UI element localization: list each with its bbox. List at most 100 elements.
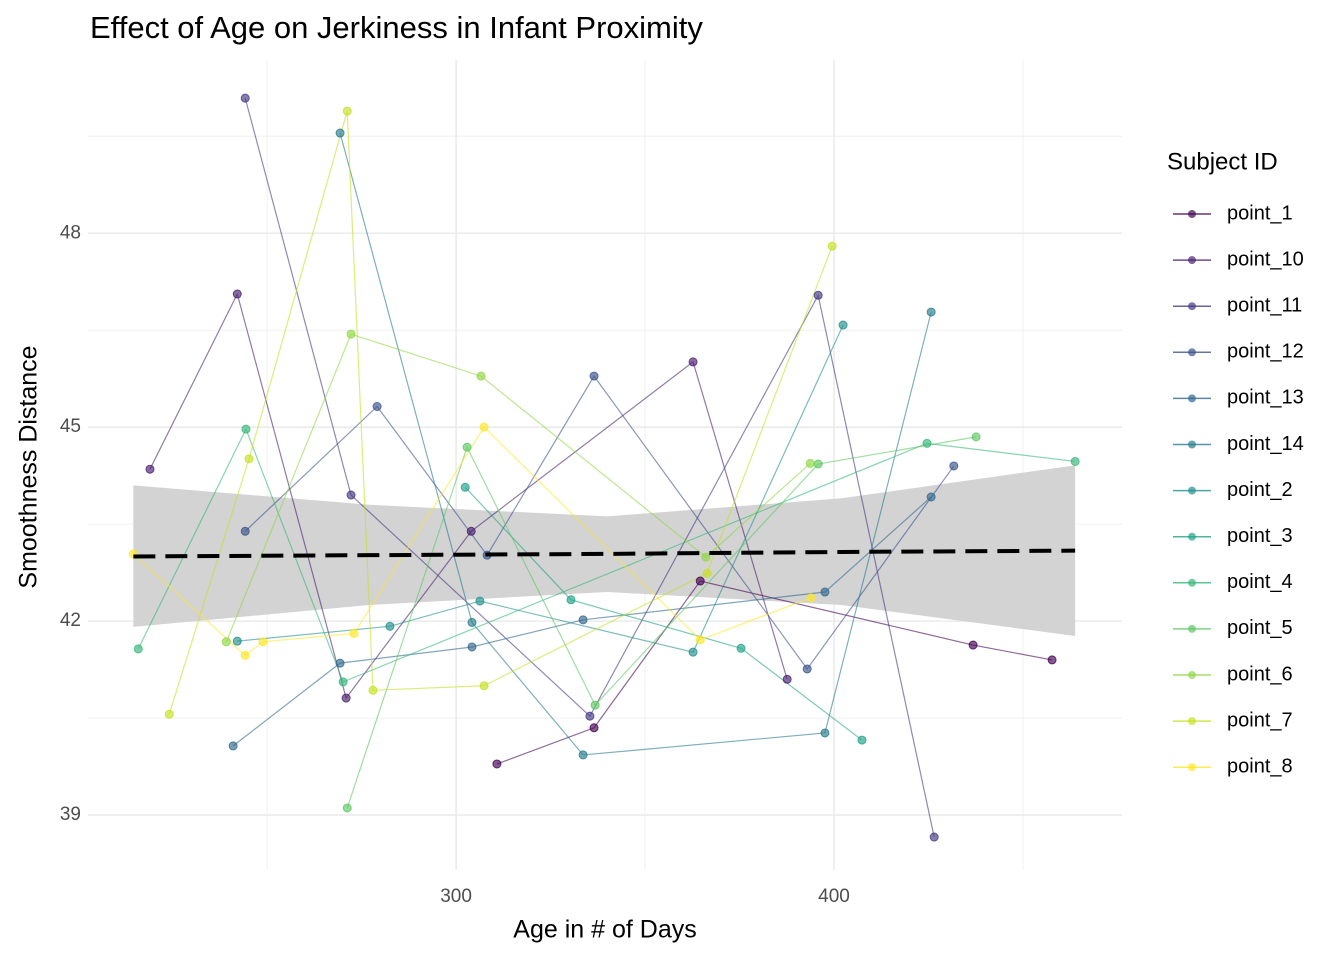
legend-dot [1188, 256, 1196, 265]
y-tick-label: 39 [60, 804, 81, 825]
legend-dot [1188, 394, 1196, 403]
data-point [335, 128, 345, 138]
data-point [145, 464, 155, 474]
data-point [926, 307, 936, 317]
data-point [232, 636, 242, 646]
data-point [701, 552, 711, 562]
legend-dot [1188, 624, 1196, 633]
data-point [244, 454, 254, 464]
data-point [164, 709, 174, 719]
data-point [338, 677, 348, 687]
x-tick-label: 400 [818, 886, 850, 907]
data-point [240, 650, 250, 660]
data-point [240, 526, 250, 536]
data-point [922, 438, 932, 448]
data-point [802, 664, 812, 674]
data-point [258, 637, 268, 647]
data-point [590, 700, 600, 710]
legend-dot [1188, 717, 1196, 726]
legend-label: point_13 [1227, 387, 1304, 409]
data-point [827, 241, 837, 251]
x-axis-label: Age in # of Days [513, 916, 696, 944]
legend-label: point_5 [1227, 617, 1293, 639]
data-point [695, 576, 705, 586]
legend-label: point_12 [1227, 341, 1304, 363]
data-point [372, 401, 382, 411]
legend-dot [1188, 532, 1196, 541]
legend-label: point_7 [1227, 709, 1293, 731]
data-point [385, 621, 395, 631]
legend-dot [1188, 210, 1196, 218]
data-point [479, 422, 489, 432]
series-line [464, 486, 863, 741]
legend-dot [1188, 302, 1196, 311]
data-point [240, 93, 250, 103]
y-tick-label: 48 [60, 222, 81, 243]
data-point [462, 442, 472, 452]
data-point [241, 424, 251, 434]
data-point [342, 106, 352, 116]
data-point [926, 492, 936, 502]
data-point [467, 642, 477, 652]
series-line [244, 97, 935, 838]
data-point [695, 635, 705, 645]
data-point [1070, 456, 1080, 466]
y-tick-label: 45 [60, 416, 81, 437]
legend-label: point_2 [1227, 479, 1293, 501]
x-tick-label: 300 [440, 886, 472, 907]
data-point [585, 711, 595, 721]
data-point [466, 526, 476, 536]
data-point [228, 741, 238, 751]
data-point [971, 432, 981, 442]
data-point [578, 615, 588, 625]
legend-dot [1188, 671, 1196, 679]
data-point [492, 759, 502, 769]
data-point [688, 357, 698, 367]
legend-label: point_1 [1227, 202, 1293, 224]
chart-title: Effect of Age on Jerkiness in Infant Pro… [90, 10, 703, 45]
data-point [349, 628, 359, 638]
legend-label: point_11 [1227, 294, 1302, 316]
series-line [346, 436, 977, 809]
legend-title: Subject ID [1167, 148, 1278, 175]
legend-dot [1188, 440, 1196, 449]
data-point [566, 595, 576, 605]
data-point [968, 640, 978, 650]
legend-label: point_10 [1227, 248, 1304, 270]
data-point [589, 723, 599, 733]
data-point [368, 685, 378, 695]
data-point [929, 832, 939, 842]
legend-label: point_14 [1227, 433, 1304, 455]
data-point [346, 490, 356, 500]
data-point [589, 371, 599, 381]
data-point [782, 674, 792, 684]
data-point [702, 568, 712, 578]
data-point [232, 289, 242, 299]
data-point [578, 750, 588, 760]
series-line [149, 292, 788, 700]
data-point [221, 637, 231, 647]
data-point [806, 593, 816, 603]
legend-dot [1188, 578, 1196, 587]
data-point [688, 647, 698, 657]
data-point [479, 681, 489, 691]
legend-label: point_3 [1227, 525, 1293, 547]
data-point [476, 371, 486, 381]
data-point [949, 461, 959, 471]
data-point [133, 644, 143, 654]
data-point [857, 735, 867, 745]
data-point [467, 617, 477, 627]
legend-dot [1188, 486, 1196, 495]
data-point [335, 658, 345, 668]
data-point [838, 320, 848, 330]
series-line [244, 375, 955, 670]
data-point [475, 596, 485, 606]
legend-label: point_6 [1227, 663, 1293, 685]
data-point [341, 693, 351, 703]
legend-label: point_4 [1227, 571, 1293, 593]
y-tick-label: 42 [60, 610, 81, 631]
series-line [232, 496, 932, 747]
data-point [805, 458, 815, 468]
